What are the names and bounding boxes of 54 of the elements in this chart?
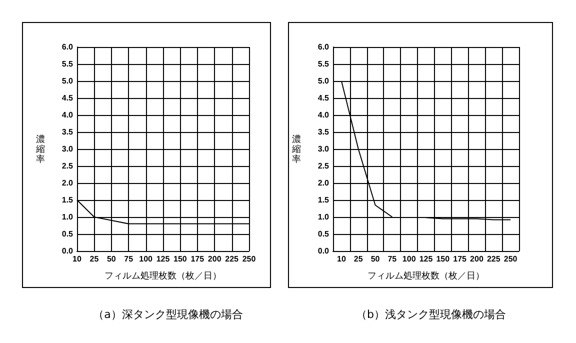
- x-tick-label: 225: [225, 254, 240, 264]
- y-tick-label: 4.0: [318, 110, 330, 120]
- y-tick-label: 4.5: [318, 94, 330, 102]
- x-tick-label: 10: [72, 254, 82, 264]
- y-tick-label: 0.0: [318, 246, 330, 256]
- y-tick-label: 2.0: [318, 178, 330, 188]
- y-tick-label: 3.5: [62, 128, 74, 136]
- x-tick-label: 200: [208, 254, 222, 264]
- text: （b）浅タンク型現像機の場合: [356, 308, 506, 321]
- y-tick-label: 2.5: [318, 162, 330, 170]
- y-axis-title: 濃縮率: [35, 134, 45, 164]
- x-axis-title: フィルム処理枚数（枚／日）: [104, 270, 222, 280]
- y-tick-label: 4.5: [62, 94, 74, 102]
- x-tick-label: 25: [354, 254, 364, 264]
- x-tick-label: 100: [402, 254, 416, 264]
- x-tick-label: 250: [242, 254, 256, 264]
- x-tick-label: 50: [106, 254, 116, 264]
- y-tick-label: 5.5: [318, 60, 330, 68]
- y-tick-label: 5.5: [62, 60, 74, 68]
- y-tick-label: 5.0: [318, 76, 330, 86]
- x-tick-label: 200: [470, 254, 484, 264]
- x-tick-label: 150: [174, 254, 188, 264]
- x-axis-title: フィルム処理枚数（枚／日）: [368, 270, 484, 280]
- y-tick-label: 3.0: [318, 144, 330, 154]
- x-tick-label: 10: [337, 254, 346, 264]
- x-tick-label: 150: [436, 254, 450, 264]
- y-tick-label: 3.5: [318, 128, 330, 136]
- y-tick-label: 3.0: [62, 144, 74, 154]
- x-tick-label: 125: [419, 254, 434, 264]
- text: （a）深タンク型現像機の場合: [93, 308, 243, 321]
- y-tick-label: 1.5: [318, 196, 330, 204]
- y-tick-label: 6.0: [318, 42, 330, 52]
- x-tick-label: 250: [504, 254, 518, 264]
- x-tick-label: 25: [90, 254, 100, 264]
- y-tick-label: 0.5: [318, 230, 330, 238]
- y-tick-label: 0.5: [62, 230, 74, 238]
- x-tick-label: 125: [156, 254, 170, 264]
- x-tick-label: 175: [453, 254, 468, 264]
- x-tick-label: 75: [124, 254, 134, 264]
- y-tick-label: 2.5: [62, 162, 74, 170]
- y-tick-label: 6.0: [62, 42, 74, 52]
- y-tick-label: 1.5: [62, 196, 74, 204]
- y-tick-label: 2.0: [62, 178, 74, 188]
- y-axis-title: 濃縮率: [291, 134, 301, 164]
- x-tick-label: 50: [370, 254, 380, 264]
- x-tick-label: 75: [388, 254, 398, 264]
- x-tick-label: 225: [486, 254, 501, 264]
- x-tick-label: 175: [190, 254, 205, 264]
- y-tick-label: 0.0: [62, 246, 74, 256]
- y-tick-label: 5.0: [62, 76, 74, 86]
- y-tick-label: 4.0: [62, 110, 74, 120]
- x-tick-label: 100: [139, 254, 154, 264]
- y-tick-label: 1.0: [62, 212, 74, 222]
- y-tick-label: 1.0: [318, 212, 330, 222]
